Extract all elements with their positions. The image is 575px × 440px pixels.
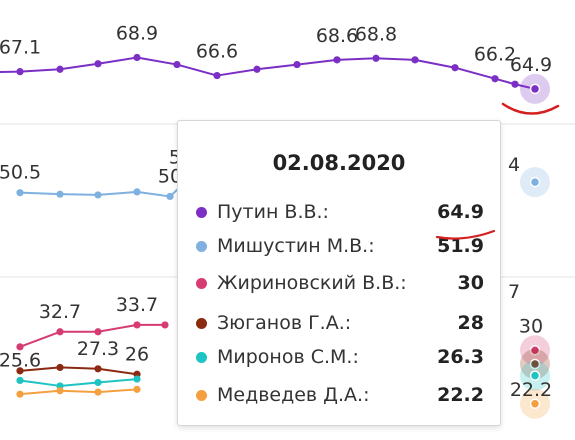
series-line xyxy=(0,56,536,90)
tooltip: 02.08.2020 Путин В.В.: 64.9 Мишустин М.В… xyxy=(177,120,501,426)
data-point[interactable] xyxy=(529,398,541,410)
series-group: 27.3 26 xyxy=(16,338,149,378)
series-name: Мишустин М.В.: xyxy=(217,235,375,257)
data-point[interactable] xyxy=(133,385,141,393)
tooltip-row: Миронов С.М.: 26.3 xyxy=(196,343,484,371)
data-label: 50 xyxy=(158,165,182,187)
data-point[interactable] xyxy=(56,363,64,372)
series-value: 64.9 xyxy=(437,201,484,223)
data-point[interactable] xyxy=(166,192,174,201)
series-line xyxy=(19,176,191,198)
data-point[interactable] xyxy=(529,176,541,188)
data-point[interactable] xyxy=(293,60,301,69)
data-label: 66.2 xyxy=(474,44,516,66)
series-line xyxy=(19,388,138,396)
data-point[interactable] xyxy=(56,387,64,395)
series-name: Жириновский В.В.: xyxy=(217,272,407,294)
data-label: 68.8 xyxy=(355,23,397,45)
series-name: Медведев Д.А.: xyxy=(217,384,370,406)
legend-dot xyxy=(196,206,207,218)
data-point[interactable] xyxy=(133,188,141,196)
tooltip-row: Медведев Д.А.: 22.2 xyxy=(196,381,484,409)
data-label: 68.6 xyxy=(316,25,358,47)
data-point[interactable] xyxy=(529,83,541,95)
data-point[interactable] xyxy=(133,53,141,62)
data-point[interactable] xyxy=(94,60,102,68)
series-value: 51.9 xyxy=(437,235,484,257)
data-point[interactable] xyxy=(213,71,221,80)
series-value: 30 xyxy=(457,272,484,294)
data-label: 4 xyxy=(508,154,520,176)
tooltip-row: Зюганов Г.А.: 28 xyxy=(196,309,484,337)
series-line xyxy=(19,378,138,387)
data-label: 50.5 xyxy=(0,162,41,184)
data-point[interactable] xyxy=(94,388,102,396)
data-point[interactable] xyxy=(411,56,419,64)
data-point[interactable] xyxy=(94,328,102,336)
data-point[interactable] xyxy=(94,365,102,373)
series-line xyxy=(19,366,138,376)
data-point[interactable] xyxy=(491,75,499,83)
data-point[interactable] xyxy=(253,65,261,73)
data-point[interactable] xyxy=(511,80,519,88)
data-label: 27.3 xyxy=(77,338,119,360)
annotation-underline xyxy=(435,229,496,240)
data-label: 33.7 xyxy=(116,294,158,316)
data-label: 68.9 xyxy=(116,23,158,45)
tooltip-row: Жириновский В.В.: 30 xyxy=(196,269,484,297)
data-point[interactable] xyxy=(16,376,24,385)
legend-dot xyxy=(196,351,207,363)
data-label: 67.1 xyxy=(0,37,41,59)
tooltip-date: 02.08.2020 xyxy=(272,151,406,175)
tooltip-row: Путин В.В.: 64.9 xyxy=(196,198,484,226)
data-point[interactable] xyxy=(529,358,541,370)
data-point[interactable] xyxy=(56,328,64,336)
data-point[interactable] xyxy=(333,56,341,64)
tooltip-row: Мишустин М.В.: 51.9 xyxy=(196,232,484,260)
series-value: 22.2 xyxy=(437,384,484,406)
series-value: 28 xyxy=(457,312,484,334)
data-point[interactable] xyxy=(16,343,24,351)
data-point[interactable] xyxy=(56,65,64,73)
data-point[interactable] xyxy=(56,190,64,198)
data-point[interactable] xyxy=(173,60,181,69)
data-point[interactable] xyxy=(16,68,24,76)
series-group xyxy=(16,385,141,398)
data-label: 64.9 xyxy=(510,54,552,76)
data-point[interactable] xyxy=(529,345,541,356)
data-point[interactable] xyxy=(94,191,102,199)
data-point[interactable] xyxy=(451,64,459,72)
data-point[interactable] xyxy=(161,321,169,329)
data-point[interactable] xyxy=(94,378,102,387)
data-label: 32.7 xyxy=(39,301,81,323)
data-point[interactable] xyxy=(16,189,24,197)
series-group: 25.6 xyxy=(0,349,141,390)
data-point[interactable] xyxy=(16,390,24,398)
data-label: 22.2 xyxy=(510,379,552,401)
annotation-underline xyxy=(501,102,560,115)
data-label: 26 xyxy=(125,343,149,365)
data-label: 66.6 xyxy=(196,41,238,63)
series-group: 6767.168.966.668.668.866.2 xyxy=(0,23,536,90)
series-group: 32.7 33.7 xyxy=(16,294,169,351)
data-label: 30 xyxy=(519,315,543,337)
series-name: Путин В.В.: xyxy=(217,201,329,223)
legend-dot xyxy=(196,240,207,252)
legend-dot xyxy=(196,317,207,329)
legend-dot xyxy=(196,389,207,401)
data-point[interactable] xyxy=(133,375,141,383)
series-name: Зюганов Г.А.: xyxy=(217,312,352,334)
series-value: 26.3 xyxy=(437,346,484,368)
legend-dot xyxy=(196,277,207,289)
data-label: 25.6 xyxy=(0,349,41,371)
data-point[interactable] xyxy=(133,321,141,329)
data-point[interactable] xyxy=(16,367,24,375)
data-point[interactable] xyxy=(529,370,541,381)
data-label: 7 xyxy=(508,281,520,303)
series-name: Миронов С.М.: xyxy=(217,346,359,368)
data-point[interactable] xyxy=(372,54,380,62)
